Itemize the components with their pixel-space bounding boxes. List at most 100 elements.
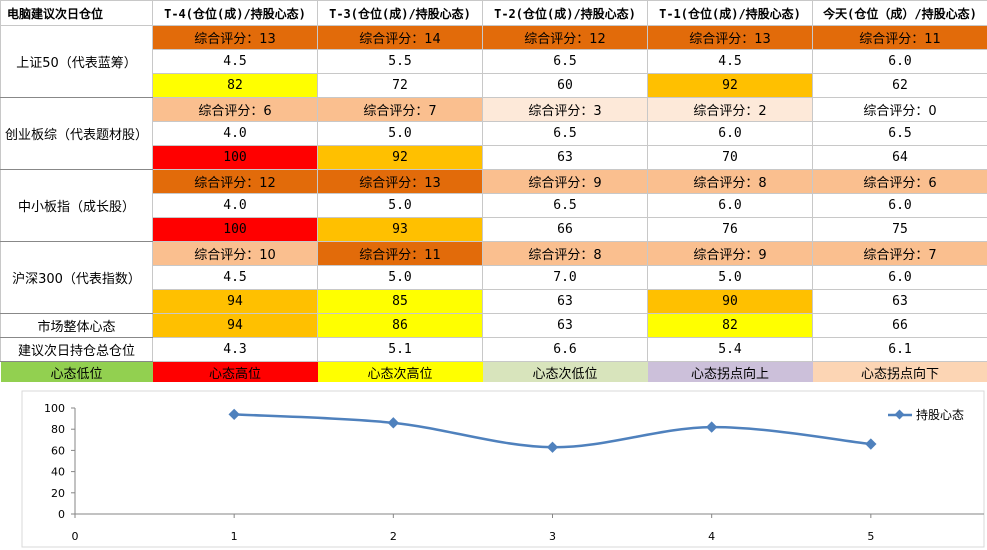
market-mood-cell[interactable]: 66 [812,313,987,338]
legend-swatch[interactable]: 心态高位 [152,361,318,382]
y-tick-label: 20 [51,487,65,500]
score-cell[interactable]: 综合评分：14 [317,25,483,50]
mood-cell[interactable]: 63 [812,289,987,314]
suggest-position-cell[interactable]: 6.6 [482,337,648,362]
mood-cell[interactable]: 82 [152,73,318,98]
position-cell[interactable]: 5.0 [317,265,483,290]
mood-cell[interactable]: 94 [152,289,318,314]
mood-cell[interactable]: 85 [317,289,483,314]
data-point [228,408,240,421]
position-cell[interactable]: 6.0 [812,193,987,218]
x-tick-label: 3 [549,530,556,543]
position-cell[interactable]: 4.0 [152,193,318,218]
score-cell[interactable]: 综合评分：8 [647,169,813,194]
market-mood-cell[interactable]: 63 [482,313,648,338]
score-cell[interactable]: 综合评分：7 [812,241,987,266]
legend-swatch[interactable]: 心态拐点向下 [812,361,987,382]
position-cell[interactable]: 5.5 [317,49,483,74]
score-cell[interactable]: 综合评分：6 [812,169,987,194]
position-cell[interactable]: 4.5 [152,265,318,290]
position-row: 4.0 5.0 6.5 6.0 6.5 [1,121,987,146]
position-cell[interactable]: 4.0 [152,121,318,146]
legend-swatch[interactable]: 心态拐点向上 [647,361,813,382]
score-cell[interactable]: 综合评分：13 [152,25,318,50]
header-corner[interactable]: 电脑建议次日仓位 [0,0,153,26]
suggest-position-cell[interactable]: 5.4 [647,337,813,362]
header-column[interactable]: T-4(仓位(成)/持股心态) [152,0,318,26]
score-cell[interactable]: 综合评分：6 [152,97,318,122]
mood-cell[interactable]: 76 [647,217,813,242]
mood-cell[interactable]: 90 [647,289,813,314]
position-cell[interactable]: 6.5 [482,49,648,74]
score-cell[interactable]: 综合评分：8 [482,241,648,266]
suggest-label[interactable]: 建议次日持仓总仓位 [0,337,153,362]
position-cell[interactable]: 5.0 [647,265,813,290]
market-mood-cell[interactable]: 82 [647,313,813,338]
score-cell[interactable]: 综合评分：9 [482,169,648,194]
score-cell[interactable]: 综合评分：12 [482,25,648,50]
mood-cell[interactable]: 70 [647,145,813,170]
position-cell[interactable]: 5.0 [317,193,483,218]
score-cell[interactable]: 综合评分：11 [317,241,483,266]
suggest-position-cell[interactable]: 4.3 [152,337,318,362]
score-cell[interactable]: 综合评分：13 [317,169,483,194]
index-label[interactable]: 中小板指（成长股） [0,169,153,242]
header-column[interactable]: T-1(仓位(成)/持股心态) [647,0,813,26]
mood-row: 94 85 63 90 63 [1,289,987,314]
position-cell[interactable]: 5.0 [317,121,483,146]
legend-swatch[interactable]: 心态次低位 [482,361,648,382]
index-label[interactable]: 上证50（代表蓝筹） [0,25,153,98]
score-cell[interactable]: 综合评分：12 [152,169,318,194]
mood-cell[interactable]: 93 [317,217,483,242]
position-cell[interactable]: 6.0 [812,265,987,290]
mood-cell[interactable]: 100 [152,145,318,170]
score-cell[interactable]: 综合评分：9 [647,241,813,266]
index-label[interactable]: 创业板综（代表题材股） [0,97,153,170]
mood-cell[interactable]: 72 [317,73,483,98]
mood-cell[interactable]: 75 [812,217,987,242]
score-cell[interactable]: 综合评分：3 [482,97,648,122]
mood-row: 82 72 60 92 62 [1,73,987,98]
data-point [706,421,718,433]
mood-cell[interactable]: 60 [482,73,648,98]
position-row: 4.5 5.0 7.0 5.0 6.0 [1,265,987,290]
mood-cell[interactable]: 63 [482,289,648,314]
legend-swatch[interactable]: 心态次高位 [317,361,483,382]
score-cell[interactable]: 综合评分：0 [812,97,987,122]
position-cell[interactable]: 6.0 [647,193,813,218]
mood-cell[interactable]: 92 [647,73,813,98]
position-cell[interactable]: 6.5 [482,193,648,218]
position-cell[interactable]: 4.5 [152,49,318,74]
market-mood-cell[interactable]: 94 [152,313,318,338]
header-column[interactable]: T-3(仓位(成)/持股心态) [317,0,483,26]
legend-swatch[interactable]: 心态低位 [0,361,153,382]
suggest-position-cell[interactable]: 5.1 [317,337,483,362]
chart-frame [21,390,985,548]
position-cell[interactable]: 4.5 [647,49,813,74]
mood-cell[interactable]: 62 [812,73,987,98]
score-cell[interactable]: 综合评分：11 [812,25,987,50]
mood-cell[interactable]: 92 [317,145,483,170]
mood-cell[interactable]: 100 [152,217,318,242]
market-mood-cell[interactable]: 86 [317,313,483,338]
mood-cell[interactable]: 66 [482,217,648,242]
mood-line-chart: 0 20 40 60 80 100 0 1 2 3 4 5 持股心态 [21,390,985,548]
score-cell[interactable]: 综合评分：7 [317,97,483,122]
position-cell[interactable]: 6.0 [647,121,813,146]
position-cell[interactable]: 6.5 [482,121,648,146]
score-cell[interactable]: 综合评分：13 [647,25,813,50]
score-cell[interactable]: 综合评分：2 [647,97,813,122]
suggest-position-cell[interactable]: 6.1 [812,337,987,362]
header-column[interactable]: 今天(仓位（成）/持股心态) [812,0,987,26]
mood-cell[interactable]: 63 [482,145,648,170]
header-column[interactable]: T-2(仓位(成)/持股心态) [482,0,648,26]
market-row: 市场整体心态 94 86 63 82 66 [0,313,987,338]
mood-row: 100 92 63 70 64 [1,145,987,170]
market-label[interactable]: 市场整体心态 [0,313,153,338]
position-cell[interactable]: 6.0 [812,49,987,74]
position-cell[interactable]: 7.0 [482,265,648,290]
position-cell[interactable]: 6.5 [812,121,987,146]
score-cell[interactable]: 综合评分：10 [152,241,318,266]
index-label[interactable]: 沪深300（代表指数） [0,241,153,314]
mood-cell[interactable]: 64 [812,145,987,170]
